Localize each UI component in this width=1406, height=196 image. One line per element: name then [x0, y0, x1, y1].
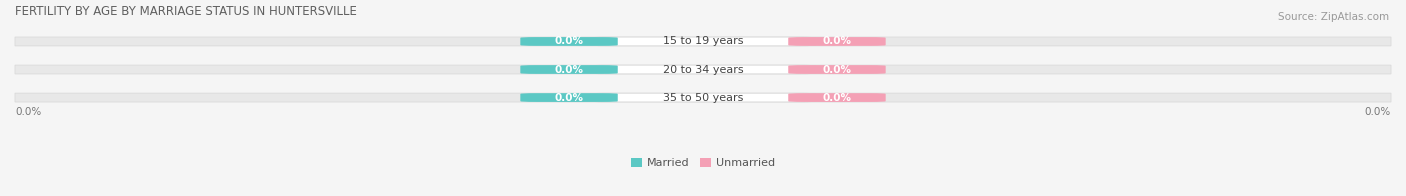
Text: 0.0%: 0.0% [823, 36, 852, 46]
FancyBboxPatch shape [520, 37, 617, 46]
FancyBboxPatch shape [591, 65, 815, 74]
Text: 15 to 19 years: 15 to 19 years [662, 36, 744, 46]
Text: 0.0%: 0.0% [823, 93, 852, 103]
FancyBboxPatch shape [591, 93, 815, 102]
Text: 0.0%: 0.0% [554, 36, 583, 46]
Text: 20 to 34 years: 20 to 34 years [662, 64, 744, 74]
FancyBboxPatch shape [15, 93, 1391, 102]
Text: 0.0%: 0.0% [823, 64, 852, 74]
Text: 35 to 50 years: 35 to 50 years [662, 93, 744, 103]
Text: 0.0%: 0.0% [554, 93, 583, 103]
Text: 0.0%: 0.0% [1365, 107, 1391, 117]
Text: FERTILITY BY AGE BY MARRIAGE STATUS IN HUNTERSVILLE: FERTILITY BY AGE BY MARRIAGE STATUS IN H… [15, 5, 357, 18]
FancyBboxPatch shape [520, 65, 617, 74]
FancyBboxPatch shape [789, 37, 886, 46]
Legend: Married, Unmarried: Married, Unmarried [627, 153, 779, 172]
FancyBboxPatch shape [789, 93, 886, 102]
FancyBboxPatch shape [789, 65, 886, 74]
Text: 0.0%: 0.0% [15, 107, 41, 117]
FancyBboxPatch shape [15, 65, 1391, 74]
Text: 0.0%: 0.0% [554, 64, 583, 74]
Text: Source: ZipAtlas.com: Source: ZipAtlas.com [1278, 12, 1389, 22]
FancyBboxPatch shape [591, 37, 815, 46]
FancyBboxPatch shape [520, 93, 617, 102]
FancyBboxPatch shape [15, 37, 1391, 46]
